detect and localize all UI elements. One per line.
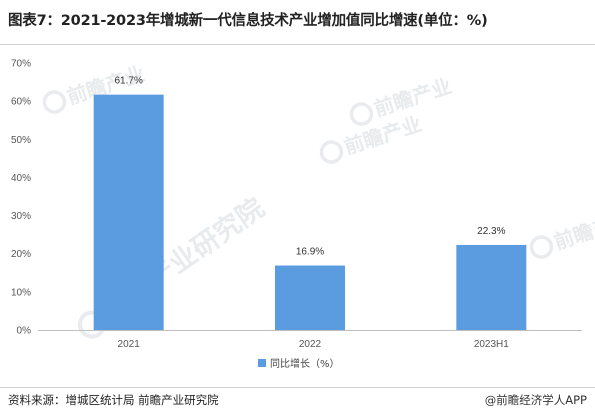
chart-title: 图表7：2021-2023年增城新一代信息技术产业增加值同比增速(单位：%) (8, 13, 488, 29)
chart-legend: 同比增长（%） (258, 357, 340, 370)
title-divider (0, 44, 595, 45)
svg-text:前瞻产业: 前瞻产业 (551, 207, 595, 255)
bar-value-label: 61.7% (114, 76, 142, 87)
x-tick-label: 2023H1 (474, 339, 509, 350)
footer-divider (0, 387, 595, 388)
bar-series: 61.7% 16.9% 22.3% (93, 76, 527, 330)
y-axis: 0% 10% 20% 30% 40% 50% 60% 70% (11, 59, 31, 337)
y-tick-label: 70% (11, 59, 31, 70)
y-tick-label: 40% (11, 173, 31, 184)
y-tick-label: 20% (11, 249, 31, 260)
bar (275, 265, 345, 330)
y-tick-label: 60% (11, 97, 31, 108)
x-tick-label: 2021 (118, 339, 141, 350)
credit-note: @前瞻经济学人APP (484, 393, 587, 407)
bar (93, 94, 164, 330)
legend-label: 同比增长（%） (270, 357, 340, 370)
x-axis: 2021 2022 2023H1 (38, 330, 582, 350)
y-tick-label: 0% (17, 326, 32, 337)
y-tick-label: 50% (11, 135, 31, 146)
bar-value-label: 16.9% (296, 247, 324, 258)
source-note: 资料来源：增城区统计局 前瞻产业研究院 (8, 393, 219, 407)
y-tick-label: 30% (11, 211, 31, 222)
legend-swatch (258, 359, 266, 367)
y-tick-label: 10% (11, 287, 31, 298)
watermark: 前瞻产业 (529, 207, 595, 259)
x-tick-label: 2022 (299, 339, 322, 350)
bar-value-label: 22.3% (477, 226, 505, 237)
bar (456, 244, 527, 330)
